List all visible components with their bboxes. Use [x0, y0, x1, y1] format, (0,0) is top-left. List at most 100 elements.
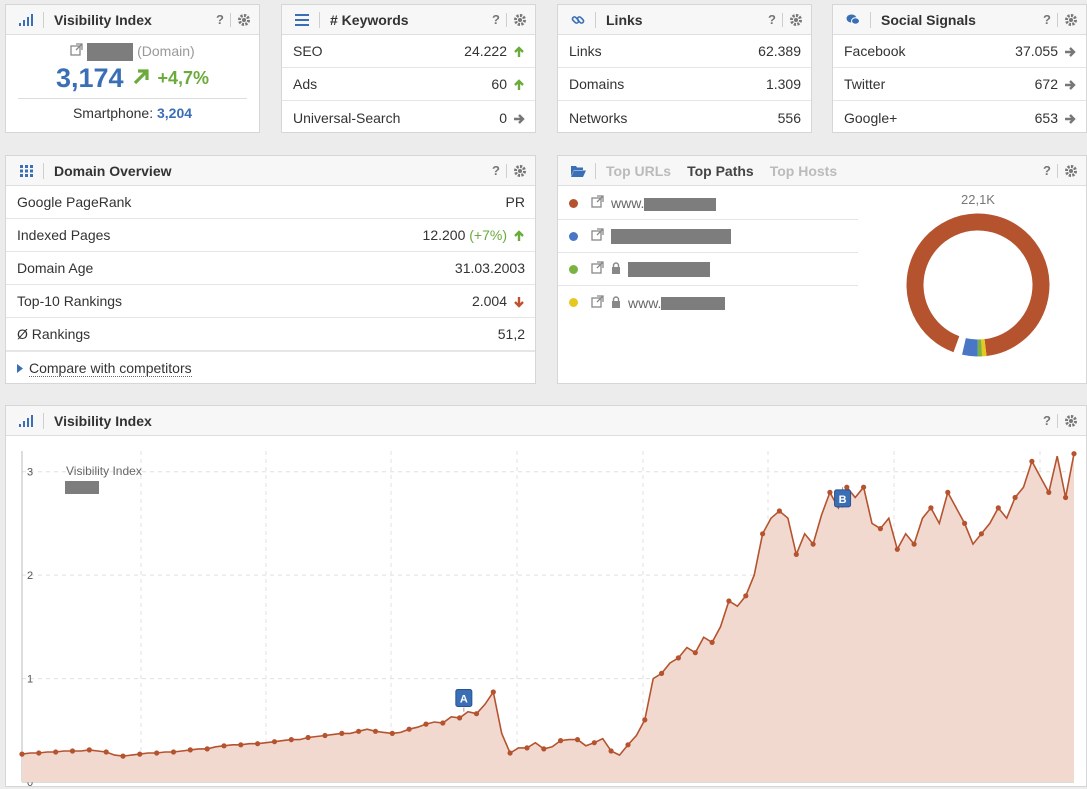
data-point[interactable] [726, 598, 732, 604]
data-point[interactable] [339, 730, 345, 736]
visibility-line-chart[interactable]: 012311.04.201109.01.201208.10.201208.07.… [6, 436, 1086, 789]
data-point[interactable] [19, 751, 25, 757]
smartphone-value[interactable]: 3,204 [157, 105, 193, 122]
data-point[interactable] [995, 505, 1001, 511]
data-point[interactable] [541, 746, 547, 752]
data-point[interactable] [440, 720, 446, 726]
data-point[interactable] [1012, 494, 1018, 501]
gear-icon[interactable] [513, 164, 527, 178]
data-point[interactable] [204, 746, 210, 752]
data-point[interactable] [507, 750, 513, 756]
data-point[interactable] [524, 745, 530, 751]
data-point[interactable] [86, 747, 92, 753]
list-item[interactable]: www. [558, 187, 858, 220]
tab-top-urls[interactable]: Top URLs [606, 162, 672, 179]
data-point[interactable] [170, 749, 177, 755]
social-row-twitter[interactable]: Twitter 672 [833, 68, 1086, 101]
keywords-row-ads[interactable]: Ads 60 [282, 68, 535, 101]
data-point[interactable] [288, 737, 294, 743]
data-point[interactable] [945, 489, 951, 495]
data-point[interactable] [810, 541, 816, 547]
data-point[interactable] [911, 541, 917, 547]
gear-icon[interactable] [1064, 414, 1078, 428]
keywords-row-universal[interactable]: Universal-Search 0 [282, 101, 535, 134]
data-point[interactable] [776, 508, 783, 514]
help-icon[interactable]: ? [1043, 413, 1051, 428]
data-point[interactable] [894, 546, 900, 552]
compare-competitors-link[interactable]: Compare with competitors [6, 351, 535, 384]
social-row-googleplus[interactable]: Google+ 653 [833, 101, 1086, 134]
data-point[interactable] [1029, 458, 1035, 464]
data-point[interactable] [1063, 494, 1069, 501]
gear-icon[interactable] [513, 13, 527, 27]
keywords-row-seo[interactable]: SEO 24.222 [282, 35, 535, 68]
data-point[interactable] [962, 520, 968, 526]
data-point[interactable] [221, 743, 227, 749]
data-point[interactable] [406, 726, 412, 732]
help-icon[interactable]: ? [768, 12, 776, 27]
data-point[interactable] [120, 753, 126, 759]
annotation-marker-b[interactable] [834, 489, 852, 508]
help-icon[interactable]: ? [1043, 163, 1051, 178]
help-icon[interactable]: ? [492, 12, 500, 27]
data-point[interactable] [692, 650, 698, 656]
data-point[interactable] [978, 531, 985, 537]
data-point[interactable] [255, 741, 261, 747]
donut-slice[interactable] [898, 207, 1058, 357]
data-point[interactable] [827, 489, 833, 495]
data-point[interactable] [642, 717, 648, 723]
gear-icon[interactable] [1064, 164, 1078, 178]
data-point[interactable] [137, 751, 143, 757]
data-point[interactable] [793, 551, 799, 557]
data-point[interactable] [305, 734, 311, 741]
data-point[interactable] [608, 748, 614, 754]
data-point[interactable] [36, 750, 42, 756]
data-point[interactable] [760, 531, 766, 537]
external-link-icon[interactable] [591, 294, 604, 311]
data-point[interactable] [271, 739, 278, 745]
tab-top-hosts[interactable]: Top Hosts [769, 162, 838, 179]
help-icon[interactable]: ? [492, 163, 500, 178]
help-icon[interactable]: ? [216, 12, 224, 27]
data-point[interactable] [457, 715, 463, 721]
data-point[interactable] [558, 738, 564, 744]
list-item[interactable]: www. [558, 286, 858, 319]
data-point[interactable] [861, 484, 867, 490]
list-item[interactable] [558, 220, 858, 253]
external-link-icon[interactable] [70, 43, 87, 59]
links-row-links[interactable]: Links 62.389 [558, 35, 811, 68]
annotation-marker-a[interactable] [455, 689, 473, 708]
links-row-networks[interactable]: Networks 556 [569, 109, 801, 126]
data-point[interactable] [187, 747, 193, 753]
data-point[interactable] [69, 748, 76, 754]
data-point[interactable] [423, 721, 429, 727]
data-point[interactable] [659, 670, 665, 676]
data-point[interactable] [53, 749, 59, 755]
tab-top-paths[interactable]: Top Paths [687, 162, 754, 179]
external-link-icon[interactable] [591, 261, 604, 277]
data-point[interactable] [1046, 489, 1052, 495]
data-point[interactable] [103, 749, 109, 755]
data-point[interactable] [322, 732, 328, 739]
data-point[interactable] [928, 505, 934, 511]
data-point[interactable] [709, 639, 715, 645]
data-point[interactable] [625, 742, 631, 748]
external-link-icon[interactable] [591, 228, 604, 244]
data-point[interactable] [154, 750, 160, 756]
data-point[interactable] [844, 484, 850, 490]
gear-icon[interactable] [1064, 13, 1078, 27]
data-point[interactable] [473, 711, 480, 717]
external-link-icon[interactable] [591, 195, 604, 211]
data-point[interactable] [238, 742, 244, 748]
list-item[interactable] [558, 253, 858, 286]
overview-row-indexed-pages[interactable]: Indexed Pages 12.200 (+7%) [6, 219, 535, 252]
overview-row-top10[interactable]: Top-10 Rankings 2.004 [6, 285, 535, 318]
data-point[interactable] [675, 655, 682, 661]
data-point[interactable] [877, 526, 884, 532]
donut-slice[interactable] [898, 207, 1058, 357]
data-point[interactable] [743, 593, 749, 599]
links-row-domains[interactable]: Domains 1.309 [558, 68, 811, 101]
help-icon[interactable]: ? [1043, 12, 1051, 27]
data-point[interactable] [372, 728, 379, 734]
data-point[interactable] [591, 740, 597, 746]
